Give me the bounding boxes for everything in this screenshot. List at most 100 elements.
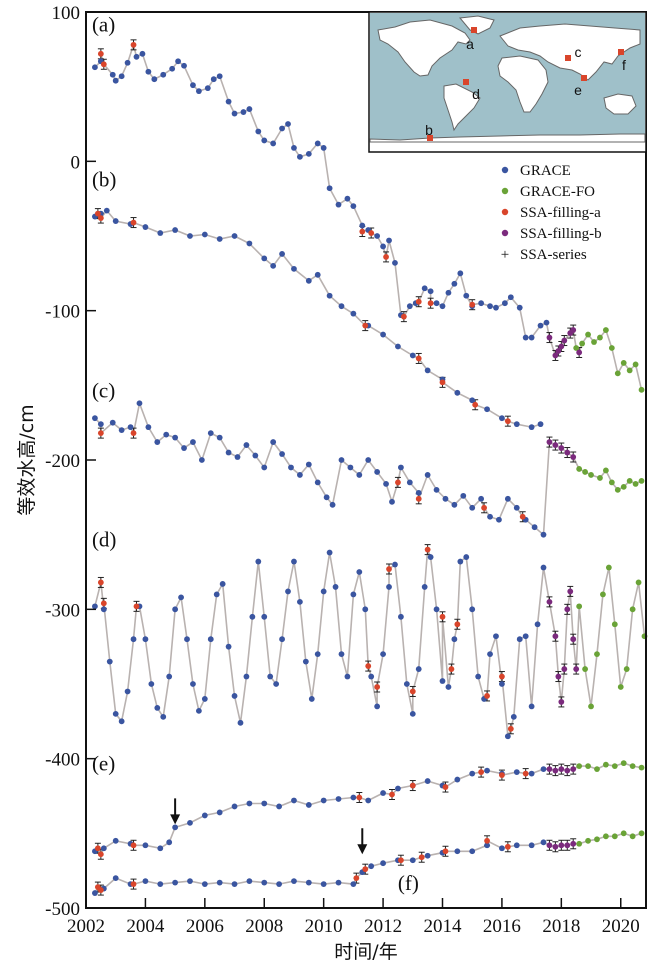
grace-point [374, 233, 381, 239]
y-tick-label: -400 [45, 750, 80, 771]
grace-fo-point [585, 331, 591, 338]
grace-point [421, 584, 428, 590]
grace-fo-point [594, 766, 600, 773]
ssa-filling-a-point [100, 600, 107, 607]
grace-fo-point [588, 703, 594, 710]
ssa-filling-a-point [448, 666, 455, 672]
ssa-filling-a-point [133, 603, 140, 610]
ssa-filling-b-point [558, 766, 565, 773]
ssa-filling-b-point [570, 327, 577, 333]
grace-point [216, 434, 223, 441]
ssa-filling-b-point [552, 843, 559, 850]
grace-point [516, 636, 523, 643]
grace-point [439, 303, 446, 310]
ssa-filling-b-point [552, 442, 559, 448]
x-tick-label: 2008 [245, 916, 283, 937]
grace-point [172, 227, 179, 233]
legend-marker [501, 166, 509, 174]
grace-point [409, 857, 416, 864]
grace-point [424, 852, 431, 859]
legend-label: SSA-series [520, 247, 587, 263]
grace-point [305, 879, 312, 886]
grace-point [118, 427, 125, 434]
grace-point [457, 558, 464, 565]
grace-point [231, 693, 238, 699]
x-tick-label: 2016 [483, 916, 521, 937]
grace-point [100, 606, 107, 613]
grace-point [92, 64, 98, 71]
grace-point [493, 633, 499, 640]
grace-point [484, 767, 490, 774]
grace-point [347, 464, 354, 471]
data-points [92, 41, 648, 896]
grace-point [190, 439, 196, 445]
ssa-filling-b-point [555, 348, 562, 354]
ssa-filling-b-point [546, 842, 553, 849]
series-line [94, 209, 541, 428]
ssa-filling-a-point [368, 230, 375, 236]
land-australia [603, 93, 637, 115]
grace-point [320, 144, 327, 151]
ssa-filling-a-point [130, 842, 137, 849]
grace-point [457, 270, 464, 277]
grace-point [291, 265, 297, 272]
grace-point [531, 524, 538, 531]
grace-point [261, 613, 268, 620]
grace-point [118, 718, 125, 725]
grace-point [528, 424, 535, 431]
x-tick-label: 2018 [542, 916, 580, 937]
ssa-filling-b-point [558, 842, 565, 849]
grace-point [540, 531, 547, 538]
grace-point [166, 673, 173, 680]
grace-point [106, 658, 113, 665]
grace-point [92, 890, 98, 896]
grace-fo-point [617, 684, 624, 690]
x-tick-label: 2012 [364, 916, 402, 937]
x-tick-label: 2004 [126, 916, 165, 937]
x-tick-label: 2020 [602, 916, 640, 937]
grace-point [246, 106, 253, 112]
grace-point [255, 558, 262, 565]
grace-fo-point [623, 666, 630, 672]
grace-point [210, 76, 217, 83]
grace-point [145, 424, 152, 431]
legend-marker-plus: + [501, 247, 509, 263]
grace-fo-point [614, 486, 621, 493]
grace-point [540, 766, 547, 773]
panel-label: (c) [92, 378, 115, 402]
grace-point [528, 334, 535, 341]
grace-fo-point [582, 666, 588, 672]
grace-fo-point [600, 591, 606, 598]
grace-point [338, 457, 345, 463]
ssa-filling-a-point [374, 684, 381, 690]
grace-point [475, 673, 482, 680]
grace-point [504, 495, 511, 502]
grace-point [522, 334, 529, 341]
grace-point [124, 59, 131, 66]
grace-point [484, 406, 490, 413]
grace-point [463, 554, 470, 560]
land-north-america [377, 19, 471, 77]
grace-point [201, 812, 208, 819]
grace-point [207, 636, 214, 643]
grace-fo-point [638, 764, 645, 771]
ssa-filling-a-point [504, 843, 511, 850]
grace-point [246, 240, 253, 247]
grace-point [178, 594, 184, 601]
x-tick-label: 2006 [186, 916, 224, 937]
grace-point [175, 58, 181, 65]
grace-point [424, 472, 431, 478]
ssa-filling-a-point [481, 504, 487, 511]
grace-point [350, 203, 357, 210]
grace-point [172, 606, 179, 613]
grace-point [112, 218, 119, 224]
grace-fo-point [597, 334, 603, 341]
ssa-filling-a-point [504, 418, 511, 425]
ssa-filling-b-point [567, 588, 574, 595]
ssa-filling-a-point [386, 566, 392, 572]
x-tick-label: 2002 [67, 916, 105, 937]
grace-point [350, 310, 357, 317]
ssa-filling-a-point [507, 725, 514, 732]
grace-point [463, 292, 470, 299]
grace-fo-point [582, 469, 588, 475]
